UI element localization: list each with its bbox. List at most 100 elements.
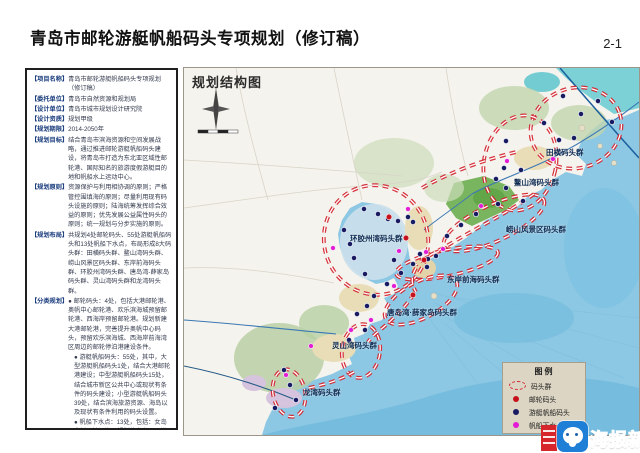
scale-bar [197,129,239,134]
yacht-dock-dot [371,293,377,299]
yacht-dock-dot [417,251,423,257]
yacht-dock-dot [398,270,404,276]
cluster-connector [367,293,415,343]
yacht-dock-dot [375,211,381,217]
yacht-dock-dot [560,93,566,99]
info-entry: 【分类规划】● 邮轮码头：4处，包括大港邮轮港、奥帆中心邮轮港、欢乐滨海城预留邮… [31,297,172,428]
urban-area [312,334,356,362]
info-entries: 【项目名称】青岛市邮轮游艇帆船码头专项规划（修订稿） 【委托单位】青岛市自然资源和… [31,75,172,428]
map-label: 崂山风景区码头群 [506,225,566,234]
info-entry: 【规划布局】共规划4处邮轮码头、55处游艇帆船码头和13处帆船下水点，布局形成8… [31,231,172,296]
yacht-dock-dot [351,255,357,261]
entry-text: 青岛市城市规划设计研究院 [68,105,143,113]
dock-dots-layer [272,93,615,411]
planning-structure-map: 规划结构图 田横码头群 鳌山湾码头群 崂山风景区码头群 环胶州湾码头群 东岸前海码头群唐… [183,67,640,436]
islands [430,124,617,300]
north-inlet [556,68,639,114]
info-entry: 【规划原则】资源保护与利用相协调的原则；严格管控围填海的原则；尽量利用现有码头设… [31,183,172,229]
mascot-eye [566,433,569,436]
entry-text: 青岛市自然资源和规划局 [68,95,137,103]
info-entry: 【委托单位】青岛市自然资源和规划局 [31,95,172,104]
entry-label: 【委托单位】 [31,95,69,103]
road-network [184,68,469,284]
yacht-dock-dot [362,271,368,277]
legend-title: 图例 [534,367,555,376]
entry-label: 【设计资质】 [31,116,69,124]
launch-symbol [513,421,519,428]
launch-point-dot [368,317,374,323]
yacht-dock-dot [395,218,401,224]
cruise-symbol [513,395,519,402]
yacht-dock-dot [293,397,299,403]
entry-text: 共规划4处邮轮码头、55处游艇帆船码头和13处帆船下水点，布局形成8大码头群：田… [68,231,172,295]
yacht-dock-dot [495,201,501,207]
entry-label: 【规划目标】 [31,136,69,144]
cruise-dock-dot [402,234,410,242]
map-legend: 图例 码头群邮轮码头游艇帆船码头帆船下水点 [502,362,586,434]
yacht-dock-dot [556,137,562,143]
cluster-ellipse-aoshanwan [482,114,558,212]
yacht-dock-dot [444,233,450,239]
yacht-dock-dot [341,227,347,233]
info-entry: 【规划目标】结合青岛市滨海资源和空间发展战略，通过推进邮轮游艇帆船码头建设，将青… [31,136,172,182]
legend-item: 码头群 [509,379,580,392]
entry-text: ● 邮轮码头：4处，包括大港邮轮港、奥帆中心邮轮港、欢乐滨海城预留邮轮港、西海岸… [68,297,170,352]
launch-point-dot [504,158,510,164]
cluster-symbol [509,381,526,390]
launch-point-dot [440,246,446,252]
map-label: 龙湾码头群 [303,388,341,397]
entry-text: 青岛市邮轮游艇帆船码头专项规划（修订稿） [68,76,161,93]
compass-icon [202,88,230,130]
yacht-dock-dot [501,165,507,171]
info-entry: 【项目名称】青岛市邮轮游艇帆船码头专项规划（修订稿） [31,75,172,94]
cluster-ellipse-tangdaowan [384,274,458,326]
green-area [551,105,607,141]
green-area [354,138,434,188]
yacht-dock-dot [609,119,615,125]
map-label: 鳌山湾码头群 [514,178,559,187]
yacht-dock-dot [503,185,509,191]
cluster-bands-layer [270,85,624,419]
yacht-dock-dot [541,120,547,126]
launch-point-dot [396,248,402,254]
yacht-dock-dot [503,138,509,144]
haibao-app-icon [557,421,588,452]
press-logo-icon [541,425,557,451]
launch-point-dot [330,245,336,251]
yacht-dock-dot [433,253,439,259]
cluster-ellipse-laoshan [442,193,546,253]
legend-label: 游艇帆船码头 [529,409,570,417]
launch-point-dot [348,327,354,333]
map-label: 灵山湾码头群 [332,341,377,350]
yacht-dock-dot [272,405,278,411]
info-entry: 【设计单位】青岛市城市规划设计研究院 [31,105,172,114]
cruise-dock-dot [385,213,393,221]
yacht-dock-dot [405,214,411,220]
yacht-dock-dot [473,211,479,217]
yacht-dock-dot [410,219,416,225]
entry-label: 【规划期限】 [31,126,69,134]
cluster-ellipse-lingshanwan [341,323,381,379]
entry-text: 规划甲级 [68,116,93,124]
cruise-dock-dot [409,291,417,299]
entry-text: 结合青岛市滨海资源和空间发展战略，通过推进邮轮游艇帆船码头建设，将青岛市打造为东… [68,136,167,181]
mascot-eye [575,433,578,436]
yacht-dock-dot [458,222,464,228]
yacht-dock-dot [571,135,577,141]
info-entry: 【设计资质】规划甲级 [31,115,172,124]
sea-shade [564,188,639,308]
yacht-dock-dot [493,176,499,182]
cluster-ellipse-jiaozhouwan [323,184,429,296]
jiaozhou-bay-water [340,204,408,280]
entry-bullet: ● 帆船下水点：13处，包括：女岛北侧、神汤沟、规划薛家岛、三浴西侧、汇泉湾东侧… [74,418,167,428]
cruise-dock-dot [420,256,428,264]
urban-area [412,258,436,278]
project-info-panel: 【项目名称】青岛市邮轮游艇帆船码头专项规划（修订稿） 【委托单位】青岛市自然资源和… [25,68,178,430]
logo-mark [543,436,555,438]
legend-label: 码头群 [531,383,552,391]
base-map [184,68,639,435]
logo-mark [543,430,555,432]
yacht-dock-dot [520,198,526,204]
entry-label: 【规划原则】 [31,184,69,192]
